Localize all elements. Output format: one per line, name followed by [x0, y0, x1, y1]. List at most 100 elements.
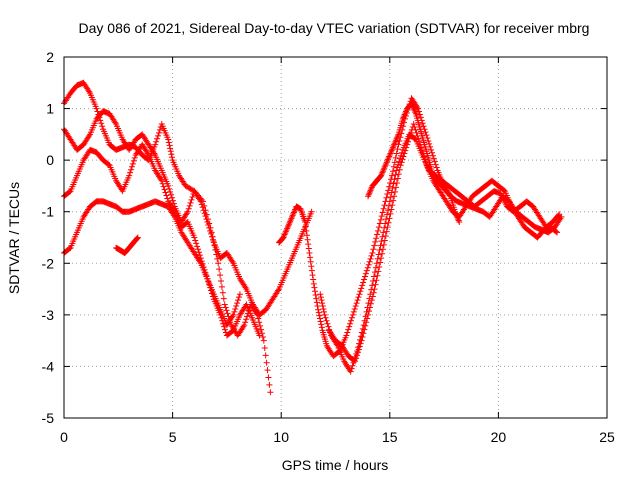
- data-point: [412, 126, 419, 133]
- data-point: [384, 224, 391, 231]
- data-point: [393, 150, 400, 157]
- data-point: [412, 109, 419, 116]
- data-point: [352, 355, 359, 362]
- data-point: [423, 132, 430, 139]
- data-point: [287, 216, 294, 223]
- data-point: [99, 123, 106, 130]
- data-point: [222, 326, 229, 333]
- data-point: [393, 137, 400, 144]
- data-point: [395, 171, 402, 178]
- data-point: [359, 333, 366, 340]
- series-track-9: [365, 100, 463, 226]
- data-point: [319, 300, 326, 307]
- data-point: [384, 207, 391, 214]
- data-point: [408, 100, 415, 107]
- data-point: [415, 108, 422, 115]
- data-point: [358, 337, 365, 344]
- data-point: [347, 368, 354, 375]
- data-point: [222, 304, 229, 311]
- data-point: [370, 289, 377, 296]
- data-point: [352, 303, 359, 310]
- data-point: [390, 143, 397, 150]
- data-point: [343, 332, 350, 339]
- data-point: [201, 210, 208, 217]
- data-point: [133, 235, 140, 242]
- y-tick-label: 2: [46, 49, 54, 65]
- data-point: [244, 313, 251, 320]
- data-point: [416, 111, 423, 118]
- data-point: [362, 270, 369, 277]
- data-point: [167, 145, 174, 152]
- data-point: [422, 129, 429, 136]
- data-point: [311, 284, 318, 291]
- data-point: [347, 320, 354, 327]
- data-point: [384, 191, 391, 198]
- data-point: [360, 330, 367, 337]
- data-point: [372, 238, 379, 245]
- x-axis-label: GPS time / hours: [282, 457, 389, 473]
- y-tick-label: -4: [42, 358, 55, 374]
- data-point: [391, 140, 398, 147]
- data-point: [389, 202, 396, 209]
- series-track-4: [61, 198, 243, 329]
- data-point: [415, 105, 422, 112]
- data-point: [287, 218, 294, 225]
- data-point: [390, 197, 397, 204]
- data-point: [97, 117, 104, 124]
- data-point: [202, 213, 209, 220]
- data-point: [399, 115, 406, 122]
- data-point: [185, 205, 192, 212]
- data-point: [365, 261, 372, 268]
- data-point: [128, 163, 135, 170]
- data-point: [233, 303, 240, 310]
- data-point: [374, 272, 381, 279]
- data-point: [374, 255, 381, 262]
- data-point: [383, 194, 390, 201]
- data-point: [446, 192, 453, 199]
- data-point: [155, 129, 162, 136]
- data-point: [188, 196, 195, 203]
- data-point: [323, 317, 330, 324]
- data-point: [431, 158, 438, 165]
- data-point: [389, 144, 396, 151]
- data-point: [322, 314, 329, 321]
- data-point: [168, 151, 175, 158]
- data-point: [205, 221, 212, 228]
- y-tick-label: -1: [42, 204, 55, 220]
- data-point: [127, 169, 134, 176]
- data-point: [403, 144, 410, 151]
- data-point: [379, 250, 386, 257]
- data-point: [312, 288, 319, 295]
- data-point: [416, 138, 423, 145]
- data-point: [290, 210, 297, 217]
- data-point: [554, 229, 561, 236]
- data-point: [400, 114, 407, 121]
- data-point: [206, 224, 213, 231]
- data-point: [315, 306, 322, 313]
- data-point: [319, 303, 326, 310]
- data-point: [310, 276, 317, 283]
- data-point: [198, 201, 205, 208]
- data-point: [321, 308, 328, 315]
- data-point: [556, 211, 563, 218]
- data-point: [262, 352, 269, 359]
- data-point: [405, 138, 412, 145]
- data-point: [394, 132, 401, 139]
- data-point: [349, 362, 356, 369]
- data-point: [368, 185, 375, 192]
- data-point: [364, 264, 371, 271]
- data-point: [313, 295, 320, 302]
- data-point: [236, 294, 243, 301]
- data-point: [164, 195, 171, 202]
- data-point: [321, 311, 328, 318]
- data-point: [383, 159, 390, 166]
- data-point: [166, 142, 173, 149]
- data-point: [555, 212, 562, 219]
- data-point: [406, 135, 413, 142]
- data-point: [428, 149, 435, 156]
- data-point: [366, 304, 373, 311]
- data-point: [413, 129, 420, 136]
- data-point: [234, 300, 241, 307]
- grid-layer: [64, 57, 607, 418]
- data-point: [384, 211, 391, 218]
